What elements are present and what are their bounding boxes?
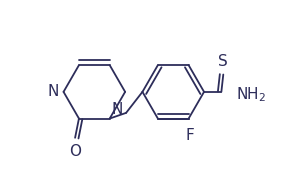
Text: N: N (47, 84, 59, 99)
Text: F: F (185, 128, 194, 143)
Text: NH$_2$: NH$_2$ (236, 85, 266, 104)
Text: N: N (112, 102, 123, 117)
Text: O: O (69, 144, 81, 159)
Text: S: S (218, 54, 228, 69)
